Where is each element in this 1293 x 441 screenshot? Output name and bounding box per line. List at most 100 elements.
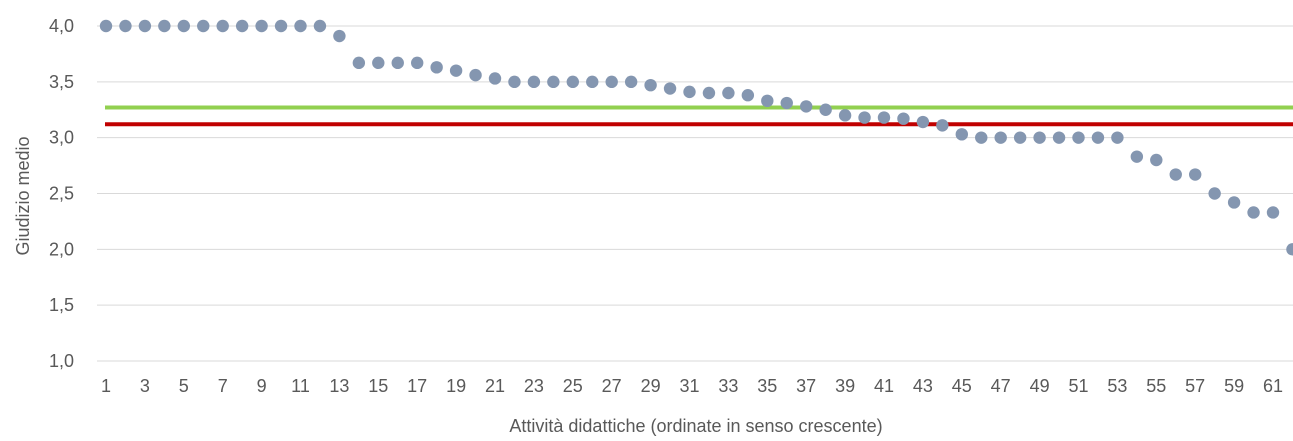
data-point	[819, 103, 832, 116]
data-point	[138, 19, 152, 33]
x-tick-label: 59	[1224, 376, 1244, 396]
data-point	[838, 109, 852, 122]
x-tick-label: 17	[407, 376, 427, 396]
data-point	[547, 75, 560, 89]
data-point	[897, 112, 910, 125]
data-point	[274, 19, 288, 33]
x-tick-label: 5	[179, 376, 189, 396]
x-tick-label: 21	[485, 376, 505, 396]
data-point	[780, 96, 793, 110]
data-point	[449, 64, 463, 77]
data-point	[955, 128, 968, 141]
x-tick-label: 29	[641, 376, 661, 396]
x-tick-label: 61	[1263, 376, 1283, 396]
data-point	[411, 56, 424, 70]
data-point	[994, 131, 1007, 144]
y-tick-label: 4,0	[49, 16, 74, 36]
data-point	[916, 115, 930, 129]
data-point	[586, 75, 599, 89]
data-point	[177, 19, 190, 33]
data-point	[119, 19, 132, 33]
data-point	[800, 100, 813, 113]
data-point	[216, 19, 229, 33]
data-point	[294, 19, 307, 33]
data-point	[1227, 196, 1241, 209]
data-point	[1150, 153, 1163, 167]
data-point	[741, 89, 755, 102]
x-tick-label: 37	[796, 376, 816, 396]
data-point	[702, 86, 716, 100]
gridlines	[97, 25, 1293, 362]
x-tick-label: 31	[679, 376, 699, 396]
data-point	[1266, 206, 1280, 219]
data-point	[624, 75, 638, 89]
data-point	[197, 19, 210, 33]
y-tick-label: 3,0	[49, 128, 74, 148]
x-tick-label: 45	[952, 376, 972, 396]
x-tick-label: 51	[1068, 376, 1088, 396]
data-point	[313, 19, 327, 33]
data-point	[1208, 187, 1221, 200]
x-axis-label: Attività didattiche (ordinate in senso c…	[509, 416, 882, 436]
data-point	[936, 119, 949, 132]
x-tick-label: 39	[835, 376, 855, 396]
data-point	[352, 56, 366, 70]
data-point	[255, 19, 268, 33]
y-axis-label: Giudizio medio	[13, 136, 33, 255]
x-tick-label: 3	[140, 376, 150, 396]
data-point	[99, 19, 113, 33]
data-point	[158, 19, 171, 33]
y-tick-label: 2,5	[49, 184, 74, 204]
x-tick-label: 7	[218, 376, 228, 396]
data-point	[430, 61, 443, 74]
x-tick-label: 23	[524, 376, 544, 396]
data-point	[1169, 168, 1182, 181]
x-tick-label: 53	[1107, 376, 1127, 396]
x-tick-label: 41	[874, 376, 894, 396]
data-point	[663, 82, 677, 95]
data-point	[1013, 131, 1027, 144]
x-tick-label: 27	[602, 376, 622, 396]
data-point	[722, 86, 735, 100]
x-tick-label: 19	[446, 376, 466, 396]
data-point	[488, 72, 502, 85]
x-tick-label: 47	[991, 376, 1011, 396]
data-point	[877, 111, 891, 124]
data-point	[1286, 243, 1293, 256]
y-tick-label: 3,5	[49, 72, 74, 92]
data-point	[1189, 168, 1202, 181]
data-point	[1072, 131, 1085, 144]
x-tick-label: 35	[757, 376, 777, 396]
x-tick-label: 1	[101, 376, 111, 396]
data-point	[858, 111, 871, 124]
x-tick-label: 11	[291, 376, 310, 396]
x-tick-label: 15	[368, 376, 388, 396]
x-tick-label: 33	[718, 376, 738, 396]
data-point	[1052, 131, 1066, 144]
y-tick-label: 1,5	[49, 295, 74, 315]
data-points	[99, 19, 1293, 256]
data-point	[508, 75, 521, 89]
data-point	[333, 29, 346, 43]
data-point	[761, 94, 774, 108]
y-axis-ticks: 1,0 1,5 2,0 2,5 3,0 3,5 4,0	[49, 16, 74, 371]
data-point	[372, 56, 385, 70]
x-tick-label: 55	[1146, 376, 1166, 396]
data-point	[683, 85, 696, 99]
data-point	[605, 75, 618, 89]
reference-lines	[105, 105, 1293, 127]
x-tick-label: 25	[563, 376, 583, 396]
x-tick-label: 9	[257, 376, 267, 396]
x-axis-ticks: 1 3 5 7 9 11 13 15 17 19 21 23 25 27 29 31 33 35 37 39 41 43 4…	[101, 376, 1283, 396]
data-point	[1111, 131, 1124, 144]
data-point	[469, 68, 482, 82]
data-point	[1247, 206, 1260, 219]
data-point	[1033, 131, 1046, 144]
data-point	[527, 75, 541, 89]
x-tick-label: 13	[329, 376, 349, 396]
data-point	[566, 75, 579, 89]
data-point	[391, 56, 404, 70]
x-tick-label: 49	[1030, 376, 1050, 396]
